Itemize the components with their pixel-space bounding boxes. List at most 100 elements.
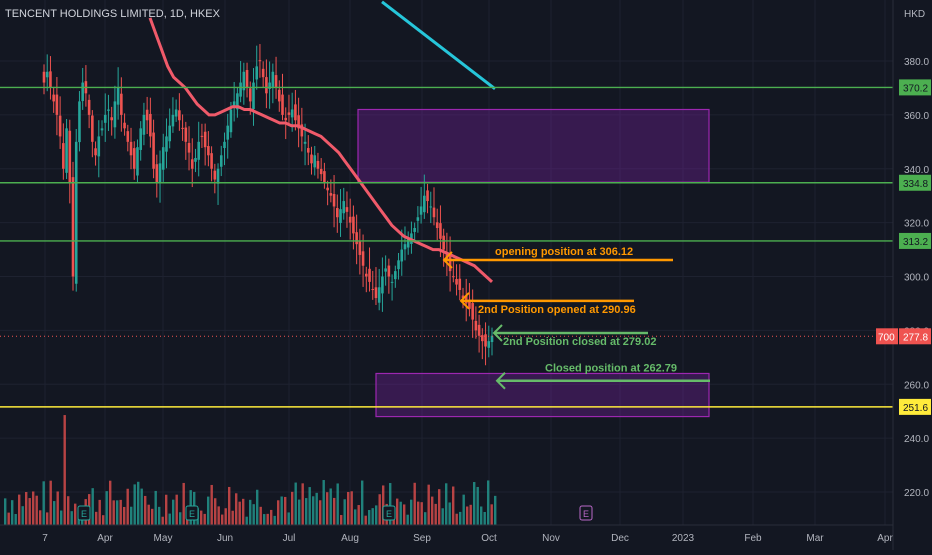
volume-bar [249, 499, 252, 525]
candle-body [126, 131, 130, 142]
volume-bar [245, 516, 248, 525]
volume-bar [21, 506, 24, 525]
price-tick-label: 380.0 [904, 57, 929, 68]
candle-body [290, 109, 294, 118]
volume-bar [490, 504, 493, 525]
price-tick-label: 340.0 [904, 165, 929, 176]
candle-body [387, 265, 391, 277]
time-tick-label: Oct [481, 533, 497, 544]
candle-body [116, 87, 120, 105]
price-tick-label: 360.0 [904, 111, 929, 122]
resistance-zone[interactable] [357, 108, 710, 183]
volume-bar [378, 494, 381, 525]
candle-body [113, 101, 117, 128]
candle-body [252, 82, 255, 110]
volume-bar [382, 485, 385, 525]
candle-body [435, 222, 439, 229]
volume-bar [151, 508, 154, 525]
volume-bar [46, 512, 49, 525]
time-tick-label: May [154, 533, 173, 544]
candle-body [42, 71, 46, 83]
candle-body [374, 287, 378, 299]
candle-body [171, 114, 175, 127]
candle-body [158, 163, 162, 184]
candle-body [136, 147, 139, 176]
volume-bar [228, 486, 231, 525]
volume-bar [294, 482, 297, 525]
time-tick-label: Jul [283, 533, 296, 544]
volume-bar [473, 482, 476, 525]
candle-body [484, 334, 487, 347]
volume-bar [252, 504, 255, 525]
earnings-marker-icon[interactable] [77, 505, 91, 521]
candle-body [245, 69, 249, 88]
candle-body [303, 141, 307, 144]
candle-body [229, 109, 233, 133]
candle-body [203, 131, 207, 148]
volume-bar [301, 483, 304, 525]
volume-bar [53, 501, 56, 525]
time-tick-label: Mar [806, 533, 824, 544]
volume-bar [315, 492, 318, 525]
time-tick-label: Dec [611, 533, 629, 544]
volume-bar [28, 498, 31, 525]
volume-bar [133, 484, 136, 525]
volume-bar [427, 484, 430, 525]
annotation-label: 2nd Position closed at 279.02 [503, 336, 656, 348]
candle-body [458, 278, 462, 290]
volume-bar [32, 491, 35, 525]
volume-badge [876, 328, 898, 345]
volume-bar [277, 500, 280, 525]
candle-body [423, 195, 426, 213]
candle-body [474, 320, 478, 331]
candle-body [268, 82, 271, 89]
volume-bar [326, 492, 329, 525]
volume-bar [70, 511, 73, 525]
candle-body [277, 89, 281, 102]
candle-body [161, 147, 165, 170]
candle-body [219, 155, 223, 167]
time-tick-label: 7 [42, 533, 48, 544]
candle-body [342, 201, 346, 214]
candle-body [294, 104, 297, 121]
volume-bar [343, 499, 346, 525]
volume-bar [452, 486, 455, 525]
volume-bar [445, 483, 448, 525]
volume-bar [280, 496, 283, 525]
candle-body [358, 240, 362, 255]
candle-body [78, 101, 81, 143]
candle-body [429, 206, 433, 208]
candle-body [181, 127, 184, 129]
candle-body [155, 164, 159, 183]
candle-body [258, 60, 262, 62]
earnings-marker-label: E [386, 509, 392, 519]
volume-bar [319, 500, 322, 525]
volume-bar [364, 515, 367, 525]
time-tick-label: Aug [341, 533, 359, 544]
volume-bar [438, 489, 441, 525]
candle-body [120, 93, 123, 115]
volume-bar [63, 415, 66, 525]
earnings-marker-icon[interactable] [579, 505, 593, 521]
candle-body [284, 117, 288, 121]
annotation-label: Closed position at 262.79 [545, 363, 677, 375]
volume-bar [291, 491, 294, 525]
volume-bar [413, 482, 416, 525]
volume-bar [361, 480, 364, 525]
candle-body [316, 160, 320, 169]
annotation-arrow-icon [459, 292, 470, 310]
candle-body [174, 109, 178, 117]
earnings-marker-icon[interactable] [185, 505, 199, 521]
candle-body [200, 135, 204, 137]
earnings-marker-label: E [189, 509, 195, 519]
volume-bar [179, 512, 182, 525]
candle-body [413, 228, 416, 232]
candle-body [323, 171, 326, 183]
earnings-marker-icon[interactable] [382, 505, 396, 521]
volume-bar [95, 511, 98, 525]
candle-body [55, 94, 59, 115]
volume-bar [420, 502, 423, 525]
